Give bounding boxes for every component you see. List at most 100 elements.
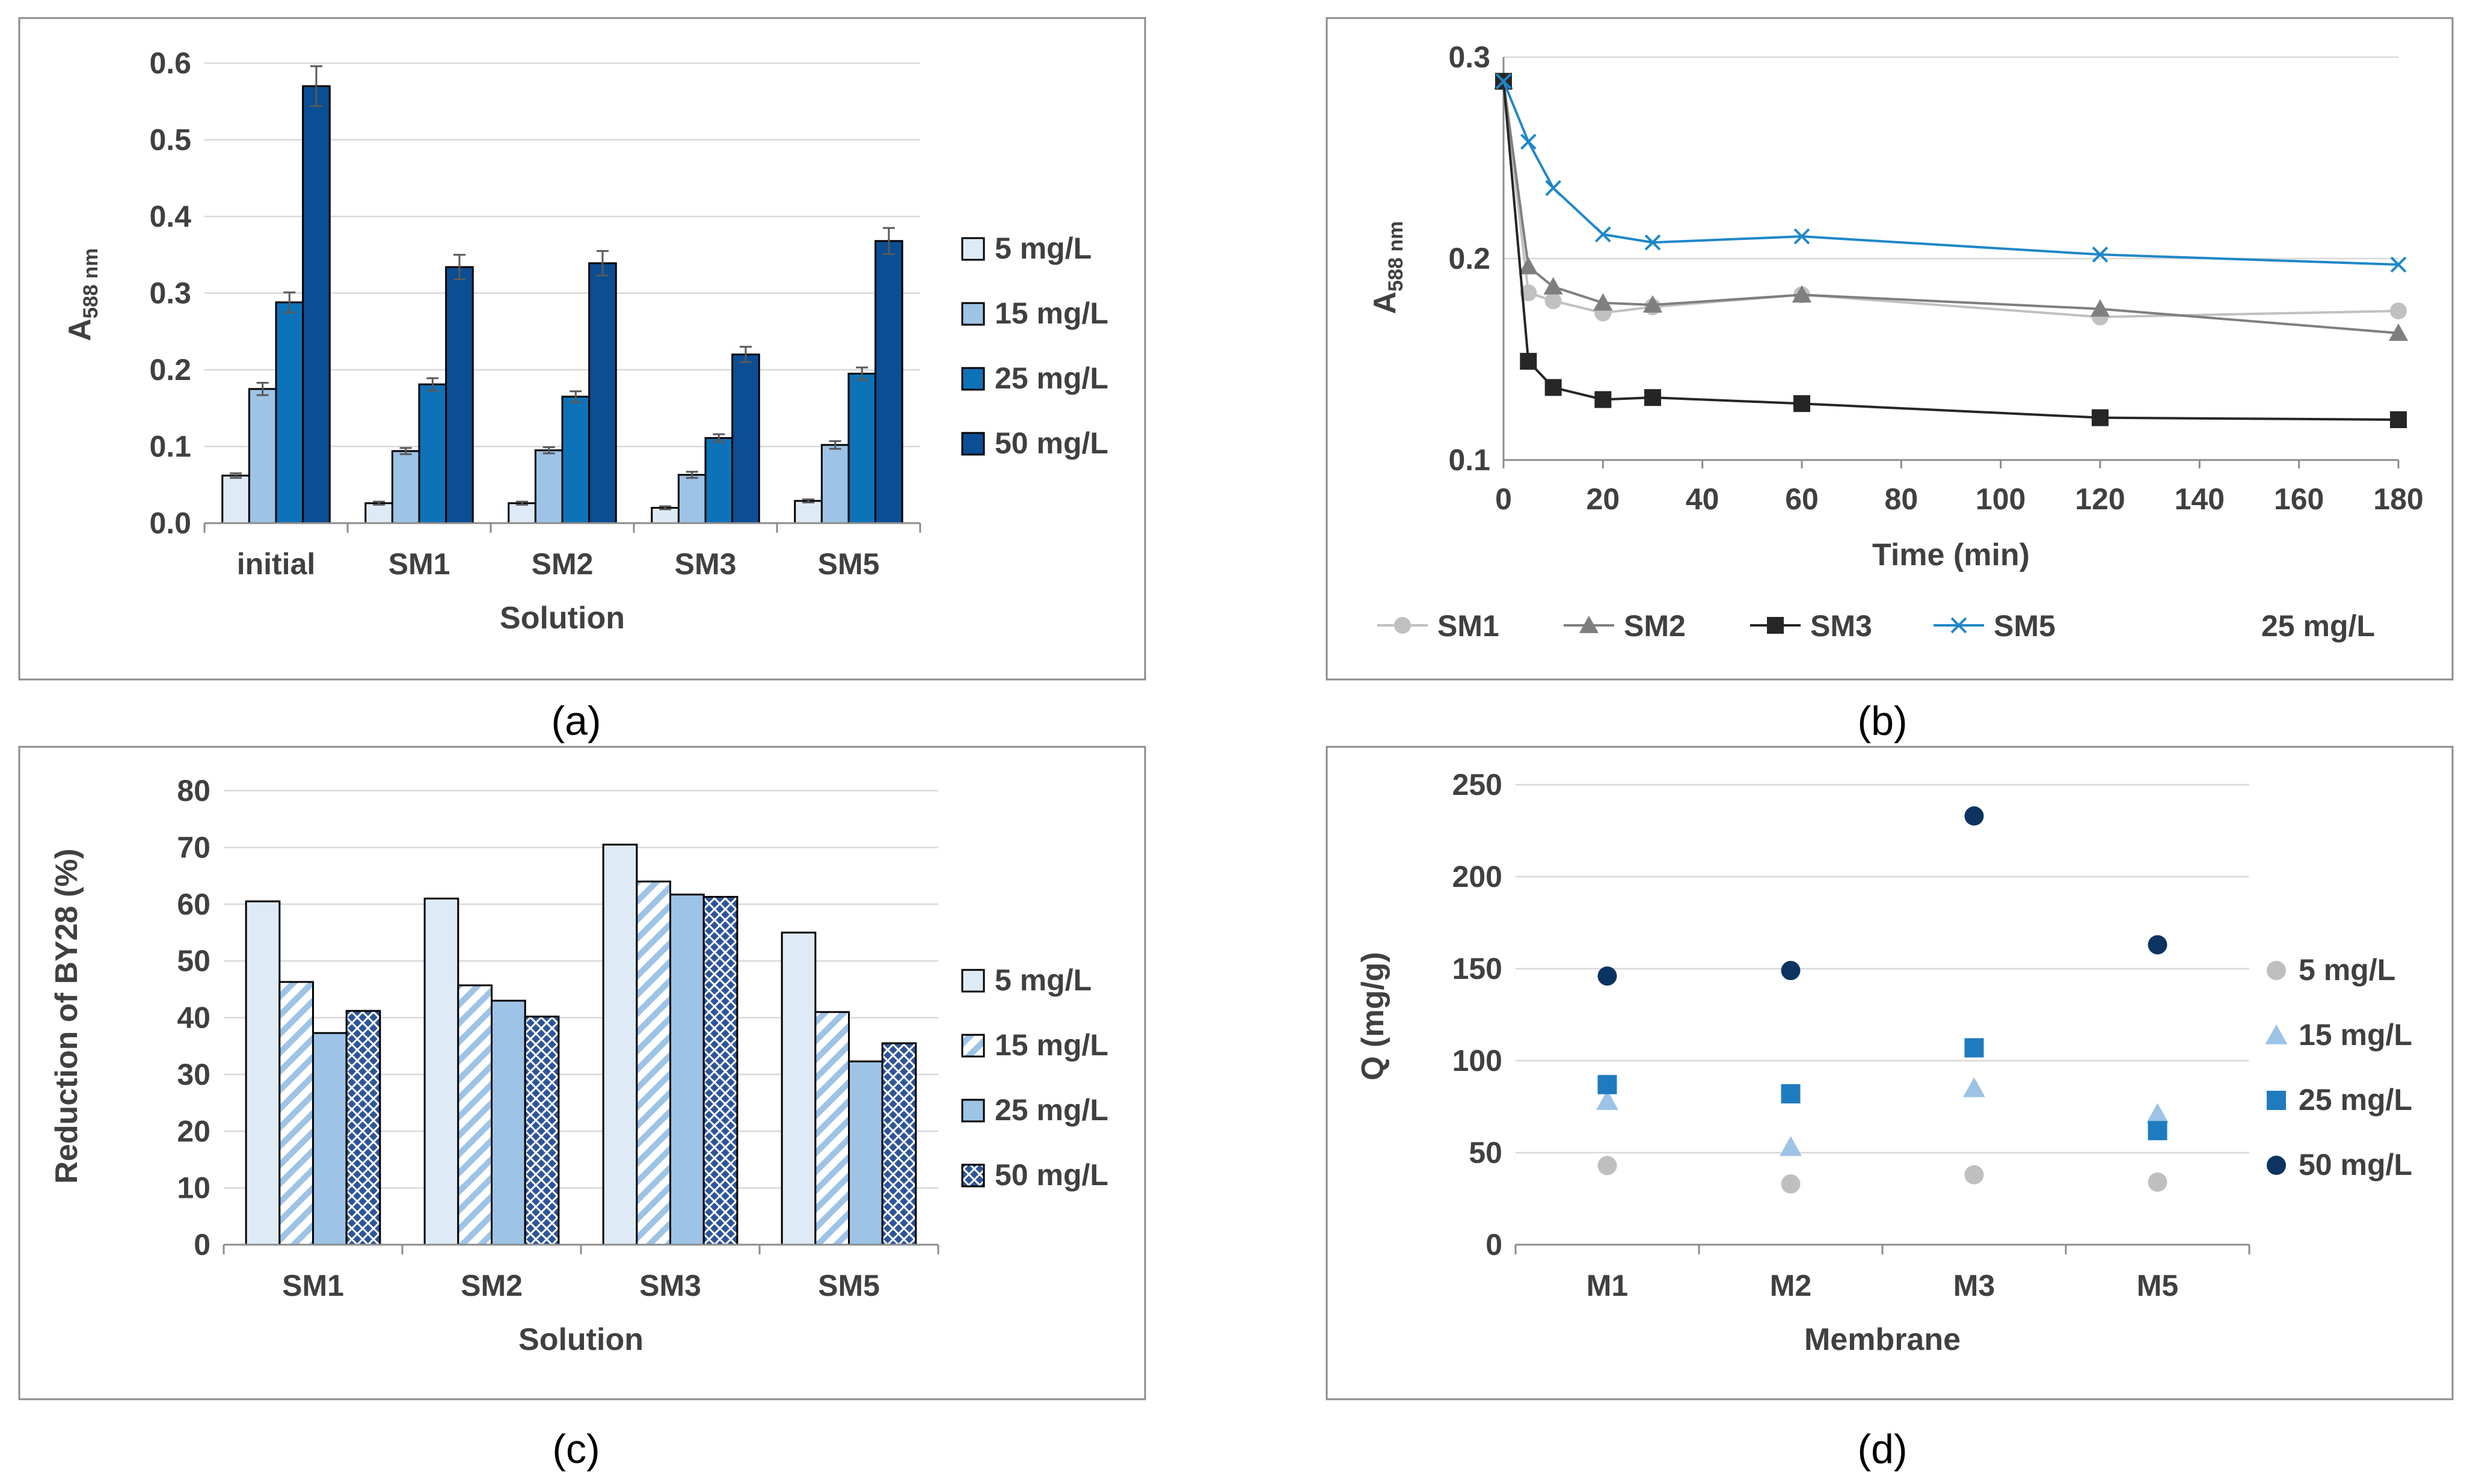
panel-a-ytick-label: 0.5 — [149, 123, 191, 157]
panel-b-point-sm2 — [2388, 323, 2409, 341]
panel-c-ytick-label: 0 — [194, 1228, 210, 1262]
panel-b-point-sm2 — [1519, 257, 1538, 275]
panel-b-ylabel: A588 nm — [1368, 221, 1407, 314]
panel-c-ytick-label: 40 — [177, 1001, 210, 1035]
panel-c-ytick-label: 20 — [177, 1114, 210, 1148]
panel-c-legend-label: 25 mg/L — [995, 1093, 1108, 1127]
panel-a-bar-sm2-25-mg-l — [561, 396, 591, 524]
panel-b-point-sm5 — [2390, 256, 2407, 273]
panel-a-ytick-label: 0.0 — [149, 506, 191, 540]
panel-c-xtick-label: SM1 — [282, 1269, 344, 1302]
panel-a-legend-label: 50 mg/L — [995, 426, 1108, 460]
panel-b-legend-label: SM2 — [1624, 609, 1686, 643]
panel-a-errorbar-sm5-15-mg-l — [829, 440, 841, 450]
panel-b-point-sm2 — [2090, 299, 2110, 317]
panel-c-ytick-label: 60 — [177, 888, 210, 921]
panel-b-point-sm3 — [1793, 395, 1810, 412]
panel-b-xtick-label: 180 — [2373, 482, 2423, 516]
panel-c-ytick-label: 70 — [177, 830, 210, 864]
panel-d-chart: 0 50 100 150 200 250 M1 M2 M3 M5 Membrane Q (mg/g) 5… — [1356, 768, 2412, 1357]
panel-b-xtick-label: 80 — [1885, 482, 1918, 516]
panel-d-point-50-mg-l — [2148, 935, 2167, 955]
panel-a-bar-sm1-25-mg-l — [418, 383, 447, 524]
panel-d-ytick-label: 250 — [1452, 768, 1502, 802]
panel-d-xlabel: Membrane — [1804, 1322, 1961, 1357]
panel-d-point-15-mg-l — [1780, 1136, 1802, 1156]
panel-a-bar-sm1-15-mg-l — [391, 450, 420, 524]
panel-c-ylabel: Reduction of BY28 (%) — [49, 848, 84, 1184]
panel-c-bar-sm2-25-mg-l — [491, 999, 526, 1246]
panel-a-errorbar-initial-50-mg-l — [310, 65, 322, 107]
panel-b-legend-marker — [1950, 617, 1967, 634]
panel-a-bar-initial-15-mg-l — [248, 388, 277, 524]
panel-b-xtick-label: 100 — [1976, 482, 2026, 516]
panel-a-errorbar-initial-5-mg-l — [230, 472, 242, 479]
panel-c-xtick-label: SM3 — [639, 1269, 701, 1302]
panel-c-bar-sm3-15-mg-l — [636, 880, 671, 1246]
panel-c-bar-sm3-5-mg-l — [602, 844, 638, 1246]
panel-b-xtick-label: 0 — [1495, 482, 1512, 516]
panel-c-ytick-label: 10 — [177, 1171, 210, 1205]
panel-c-bar-sm1-15-mg-l — [278, 981, 314, 1246]
panel-b-xtick-label: 160 — [2274, 482, 2324, 516]
panel-d-xtick-label: M5 — [2137, 1269, 2178, 1302]
panel-a-errorbar-sm3-25-mg-l — [713, 433, 725, 443]
panel-d-point-5-mg-l — [1781, 1174, 1801, 1194]
panel-b-xtick-label: 40 — [1686, 482, 1719, 516]
panel-a-errorbar-initial-25-mg-l — [283, 291, 296, 313]
panel-a-ytick-label: 0.6 — [149, 46, 191, 80]
panel-a-legend-swatch — [961, 432, 985, 456]
panel-b-point-sm5 — [1644, 234, 1661, 251]
panel-a-errorbar-sm3-15-mg-l — [686, 471, 698, 479]
panel-a-errorbar-sm2-5-mg-l — [516, 500, 529, 506]
panel-d-point-15-mg-l — [2146, 1103, 2169, 1123]
panel-a-legend-label: 5 mg/L — [995, 231, 1092, 265]
panel-b-point-sm5 — [1495, 73, 1512, 90]
panel-b-point-sm5 — [2092, 246, 2109, 263]
panel-a-errorbar-sm3-5-mg-l — [659, 505, 672, 511]
panel-d-point-5-mg-l — [2148, 1172, 2167, 1192]
panel-b-xtick-label: 60 — [1785, 482, 1819, 516]
panel-d-point-50-mg-l — [1597, 966, 1617, 986]
panel-a-xtick-label: SM5 — [818, 547, 880, 581]
panel-a-bar-sm3-50-mg-l — [731, 354, 760, 524]
panel-c-legend-swatch — [961, 969, 985, 993]
panel-d-ylabel: Q (mg/g) — [1356, 952, 1390, 1081]
caption-d: (d) — [1857, 1426, 1907, 1472]
panel-b-xtick-label: 120 — [2075, 482, 2125, 516]
panel-a-bar-initial-5-mg-l — [221, 474, 250, 524]
panel-a-bar-sm1-5-mg-l — [364, 502, 393, 524]
panel-d-legend-marker — [2267, 1091, 2286, 1110]
panel-a-legend-swatch — [961, 367, 985, 391]
panel-a-bar-sm2-15-mg-l — [534, 449, 564, 524]
panel-b-point-sm1 — [1544, 292, 1562, 310]
panel-c-legend-swatch — [961, 1164, 985, 1188]
panel-c-xtick-label: SM2 — [461, 1269, 523, 1302]
panel-a-bar-initial-25-mg-l — [275, 301, 304, 524]
panel-c-bar-sm3-50-mg-l — [702, 895, 739, 1246]
panel-a-chart: 0.0 0.1 0.2 0.3 0.4 0.5 0.6 initial SM1 SM2 SM3 SM5… — [63, 46, 1108, 636]
panel-b-point-sm1 — [1520, 284, 1537, 301]
panel-d-legend-marker — [2267, 1156, 2286, 1175]
panel-a-xtick-label: initial — [237, 547, 316, 581]
panel-d-legend-label: 5 mg/L — [2299, 953, 2395, 987]
panel-a-ytick-label: 0.2 — [149, 353, 191, 387]
panel-a-legend-label: 25 mg/L — [995, 361, 1108, 395]
panel-a-xlabel: Solution — [500, 601, 625, 636]
panel-a-xtick-label: SM3 — [675, 547, 737, 581]
panel-a-xtick-label: SM1 — [389, 547, 450, 581]
panel-c-bar-sm5-15-mg-l — [814, 1011, 850, 1246]
panel-a-errorbar-sm1-15-mg-l — [399, 447, 412, 455]
panel-c-bar-sm3-25-mg-l — [669, 894, 705, 1246]
panel-a-bar-sm2-50-mg-l — [588, 262, 617, 524]
caption-a: (a) — [551, 698, 601, 744]
panel-c-bar-sm1-50-mg-l — [345, 1010, 381, 1246]
panel-a-errorbar-sm1-50-mg-l — [453, 254, 465, 281]
panel-c-bar-sm1-5-mg-l — [245, 900, 281, 1246]
panel-d-point-15-mg-l — [1596, 1090, 1618, 1111]
panel-a-ytick-label: 0.1 — [149, 430, 191, 464]
panel-a-errorbar-initial-15-mg-l — [256, 382, 269, 396]
panel-b-legend-marker — [1394, 617, 1411, 634]
panel-d-xtick-label: M1 — [1587, 1269, 1628, 1302]
